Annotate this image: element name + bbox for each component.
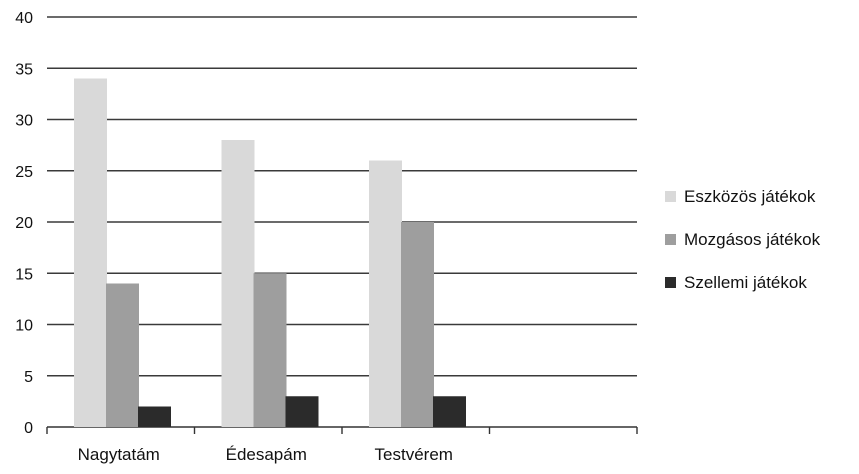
bar-szellemi-játékok-1 (285, 396, 319, 427)
y-tick-label: 5 (24, 369, 33, 386)
bar-mozgásos-játékok-1 (253, 273, 287, 427)
y-tick-label: 25 (15, 164, 33, 181)
gridlines (47, 16, 637, 428)
y-tick-label: 20 (15, 215, 33, 232)
x-category-label: Édesapám (226, 445, 307, 464)
bar-eszközös-játékok-0 (74, 78, 107, 427)
legend-swatch (665, 277, 676, 288)
y-tick-label: 10 (15, 318, 33, 335)
y-tick-label: 40 (15, 10, 33, 27)
y-tick-label: 0 (24, 420, 33, 437)
x-category-label: Testvérem (375, 445, 453, 464)
legend-label: Eszközös játékok (684, 187, 816, 206)
axes: 0 5 10 15 20 25 30 35 40 Nagytatám Édesapám Testvér… (15, 10, 638, 464)
bar-szellemi-játékok-2 (433, 396, 466, 427)
x-category-label: Nagytatám (78, 445, 160, 464)
bar-mozgásos-játékok-2 (401, 222, 434, 427)
legend-label: Mozgásos játékok (684, 230, 821, 249)
bar-eszközös-játékok-2 (369, 160, 402, 427)
legend-label: Szellemi játékok (684, 273, 807, 292)
legend-swatch (665, 191, 676, 202)
bars (74, 78, 466, 427)
y-tick-label: 35 (15, 61, 33, 78)
bar-eszközös-játékok-1 (221, 140, 255, 427)
bar-szellemi-játékok-0 (138, 406, 171, 427)
legend-swatch (665, 234, 676, 245)
legend: Eszközös játékok Mozgásos játékok Szellemi… (665, 187, 821, 292)
y-tick-label: 15 (15, 266, 33, 283)
y-tick-label: 30 (15, 113, 33, 130)
bar-mozgásos-játékok-0 (106, 283, 139, 427)
